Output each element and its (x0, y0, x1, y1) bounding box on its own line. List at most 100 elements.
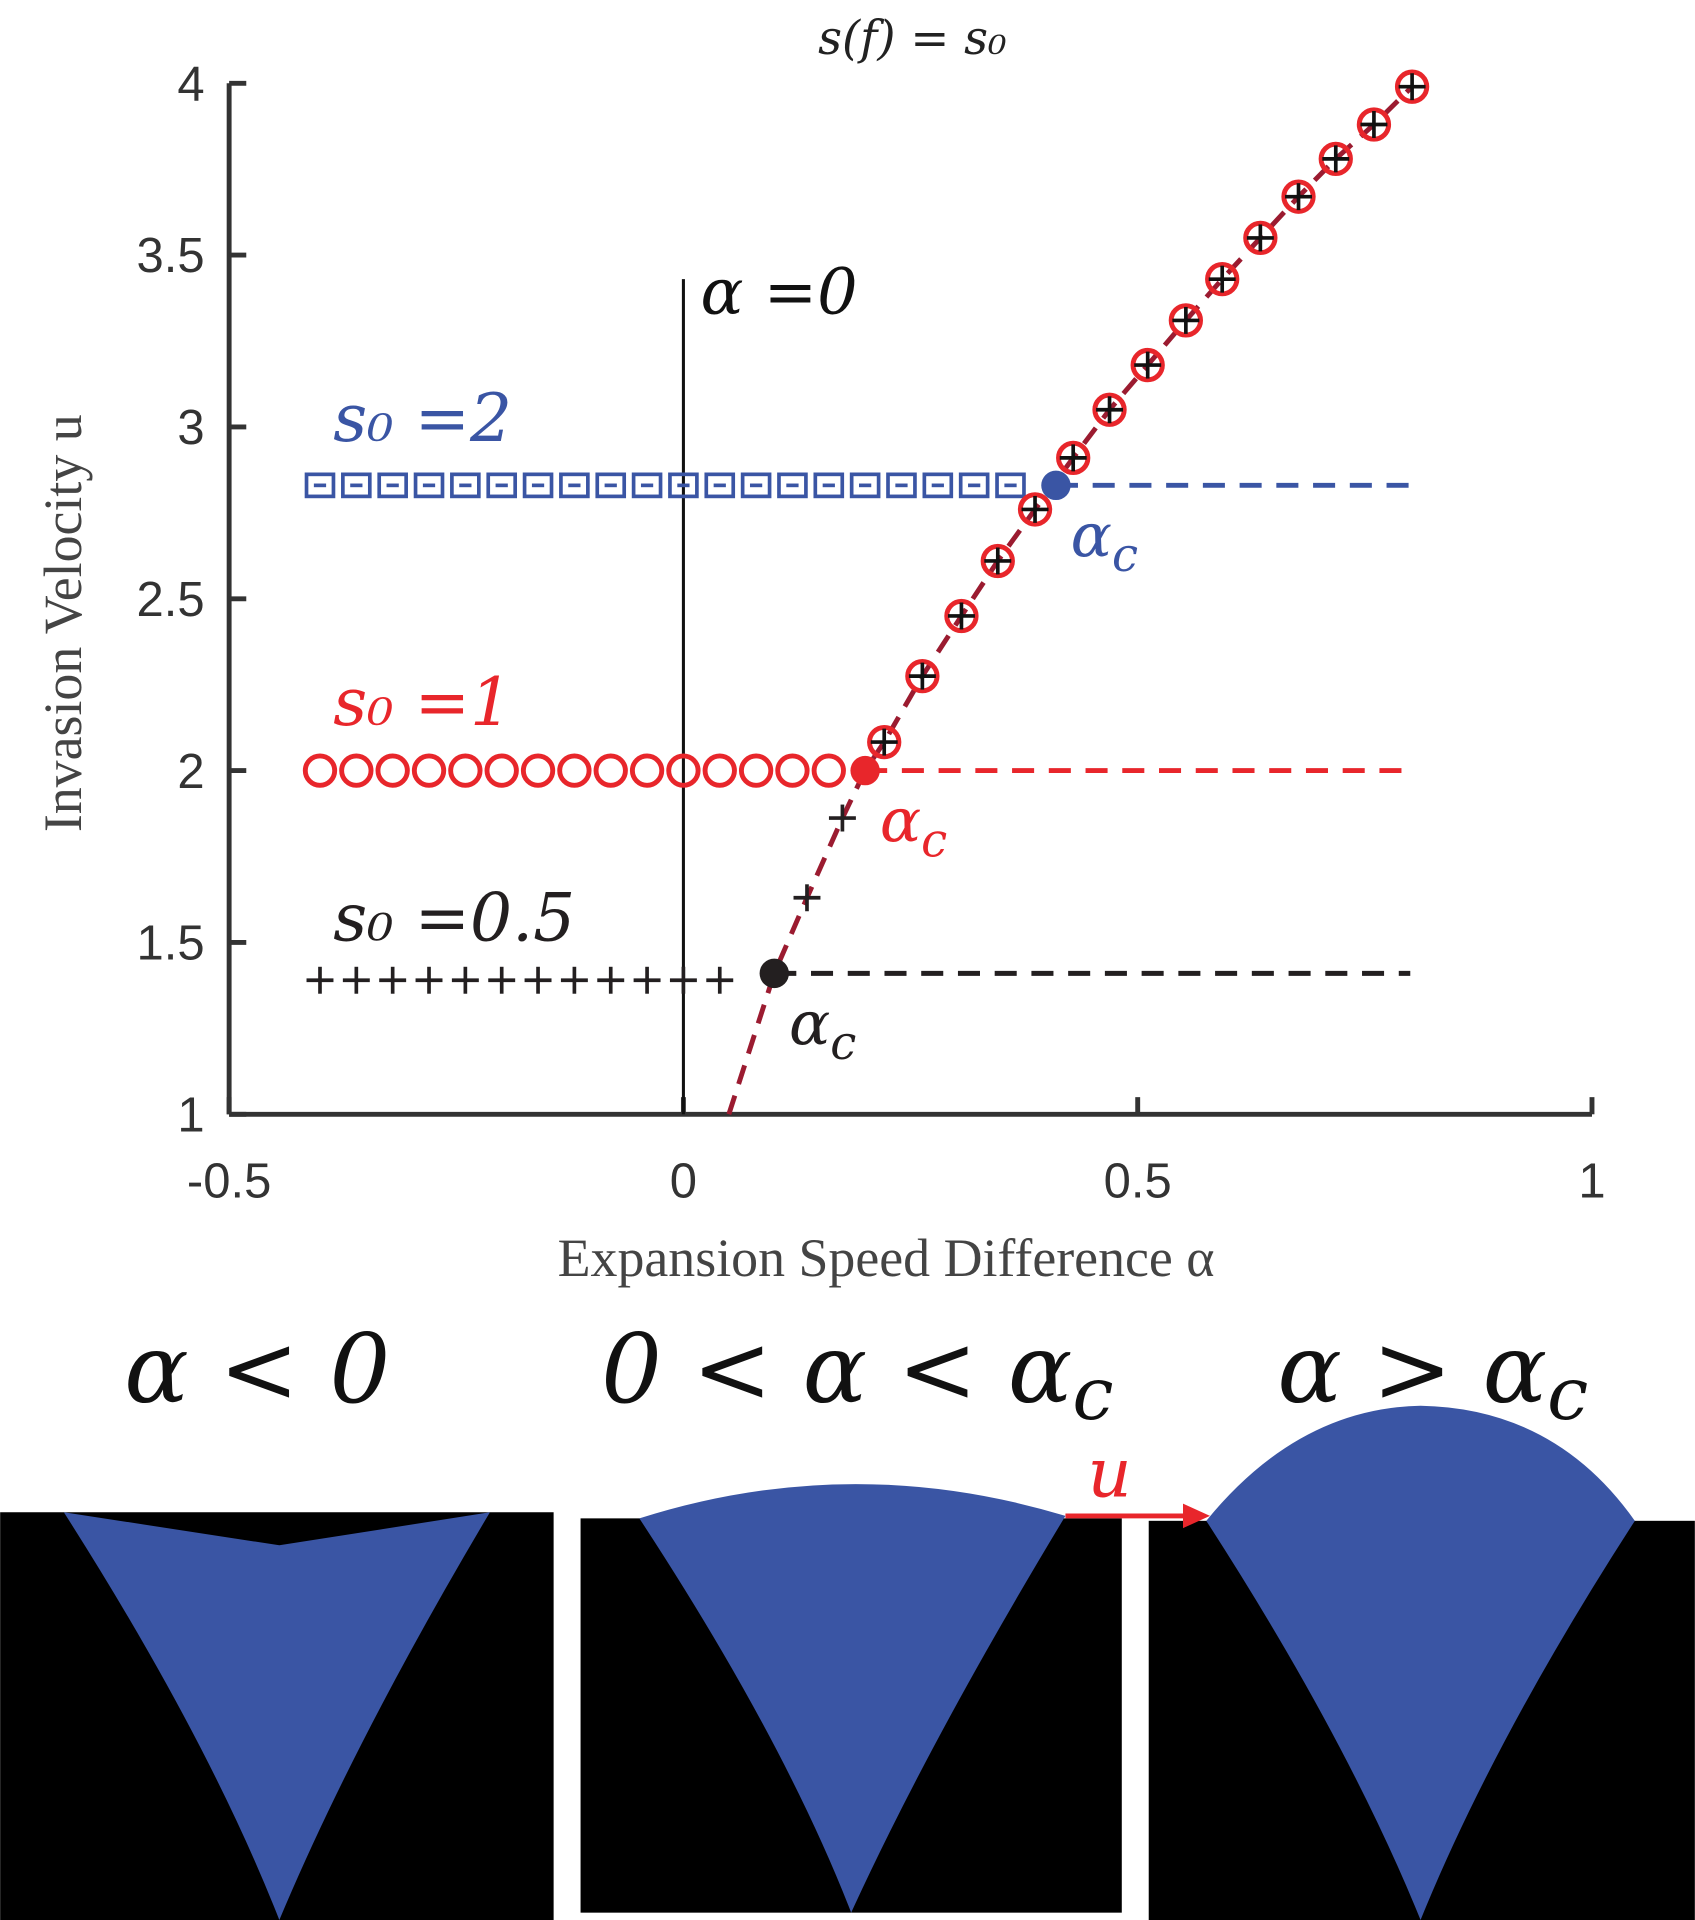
marker (411, 753, 447, 788)
marker-circle (775, 753, 810, 788)
marker (560, 966, 588, 994)
panel-label: α < 0 (124, 1313, 390, 1425)
x-tick-label: 1 (1578, 1155, 1605, 1209)
marker-square (886, 472, 917, 499)
marker (377, 472, 408, 499)
marker-square (849, 472, 881, 499)
marker (777, 472, 808, 499)
marker-circle (1056, 440, 1091, 476)
marker-square (377, 472, 408, 499)
arrow-label: u (1087, 1433, 1131, 1513)
marker (849, 472, 881, 499)
panel-label-sub: c (1547, 1352, 1588, 1437)
marker-circle (944, 598, 979, 634)
marker (302, 753, 338, 788)
marker-circle (702, 753, 737, 788)
marker (828, 804, 856, 832)
panel-label-sub: c (1072, 1352, 1113, 1437)
marker (740, 472, 772, 499)
marker-square (450, 472, 481, 499)
marker (738, 753, 774, 788)
marker (448, 753, 483, 788)
marker (1056, 440, 1091, 476)
marker (379, 966, 407, 994)
marker (306, 966, 334, 994)
y-tick-label: 1 (177, 1088, 204, 1142)
marker-circle (339, 753, 374, 788)
marker (342, 966, 370, 994)
marker (339, 753, 374, 788)
marker (702, 753, 737, 788)
marker-circle (666, 753, 701, 788)
marker-circle (411, 753, 447, 788)
panel-label-main: 0 < α < α (601, 1313, 1072, 1425)
marker (905, 658, 940, 694)
panels: u (0, 1405, 1695, 1920)
y-tick-label: 3.5 (137, 229, 205, 283)
critical-label-main: α (880, 786, 921, 857)
marker-square (304, 472, 336, 499)
marker (1130, 347, 1165, 383)
critical-label-sub: c (1112, 528, 1138, 582)
panel-label: 0 < α < αc (601, 1313, 1113, 1437)
marker (1394, 69, 1430, 104)
critical-point (850, 755, 880, 786)
critical-label: αc (789, 988, 856, 1070)
marker-square (958, 472, 990, 499)
series-label: s₀ =0.5 (333, 879, 575, 956)
marker (631, 472, 663, 499)
marker-square (631, 472, 663, 499)
marker (629, 753, 665, 788)
marker (980, 543, 1015, 579)
marker-circle (520, 753, 556, 788)
y-axis-label: Invasion Velocity u (33, 414, 93, 832)
critical-point (1041, 470, 1071, 501)
marker (450, 472, 481, 499)
marker-circle (738, 753, 774, 788)
marker-square (341, 472, 372, 499)
y-tick-label: 2 (177, 745, 204, 799)
marker (415, 966, 443, 994)
marker-circle (629, 753, 665, 788)
marker (668, 472, 699, 499)
marker-circle (1318, 141, 1353, 177)
marker (1092, 392, 1127, 427)
critical-label: αc (1071, 500, 1138, 582)
marker-circle (1243, 220, 1278, 256)
marker-square (922, 472, 954, 499)
marker (704, 472, 736, 499)
marker-square (522, 472, 554, 499)
marker-circle (867, 724, 902, 760)
marker (1356, 107, 1392, 142)
marker-circle (1394, 69, 1430, 104)
marker (1017, 492, 1053, 527)
marker-circle (1356, 107, 1392, 142)
marker (1281, 179, 1316, 214)
marker-square (486, 472, 518, 499)
marker (375, 753, 410, 788)
marker (669, 966, 697, 994)
marker-square (413, 472, 445, 499)
marker-square (740, 472, 772, 499)
marker (1205, 262, 1240, 297)
marker-circle (1017, 492, 1053, 527)
marker-circle (484, 753, 519, 788)
marker-circle (1168, 303, 1204, 338)
marker-circle (1205, 262, 1240, 297)
critical-point (759, 958, 789, 989)
marker (597, 966, 625, 994)
x-tick-label: -0.5 (187, 1155, 271, 1209)
marker (633, 966, 661, 994)
marker-square (777, 472, 808, 499)
marker (944, 598, 979, 634)
marker-square (813, 472, 845, 499)
marker-circle (1092, 392, 1127, 427)
panel-shape (1206, 1405, 1635, 1920)
marker-circle (593, 753, 628, 788)
marker (524, 966, 552, 994)
marker-circle (302, 753, 338, 788)
marker (559, 472, 590, 499)
marker (1243, 220, 1278, 256)
marker (775, 753, 810, 788)
marker (706, 966, 734, 994)
